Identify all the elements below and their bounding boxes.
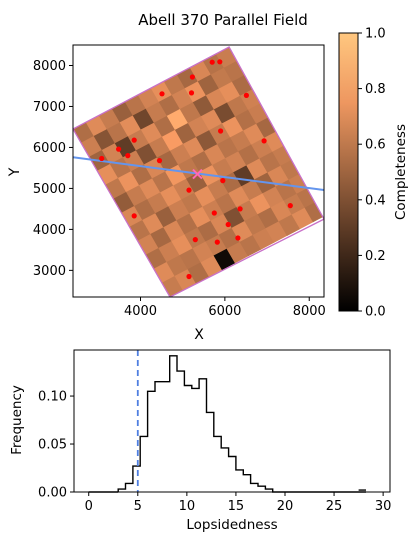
galaxy-point bbox=[235, 235, 241, 241]
bottom-x-tick-label: 15 bbox=[228, 499, 245, 514]
top-y-tick-label: 3000 bbox=[33, 264, 66, 279]
galaxy-point bbox=[192, 237, 198, 243]
bottom-y-tick-label: 0.00 bbox=[38, 486, 67, 501]
top-axes-frame bbox=[72, 44, 325, 298]
bottom-x-tick-label: 30 bbox=[375, 499, 392, 514]
galaxy-point bbox=[211, 210, 217, 216]
galaxy-point bbox=[159, 91, 165, 97]
galaxy-point bbox=[209, 59, 215, 65]
colorbar bbox=[338, 32, 359, 312]
bottom-x-tick-label: 10 bbox=[179, 499, 196, 514]
bottom-y-axis-label: Frequency bbox=[9, 385, 25, 455]
lopsidedness-histogram bbox=[88, 350, 366, 493]
galaxy-point bbox=[186, 187, 192, 193]
colorbar-tick-label: 0.2 bbox=[365, 249, 386, 264]
galaxy-point bbox=[186, 273, 192, 280]
top-x-tick-label: 6000 bbox=[208, 304, 241, 319]
colorbar-tick-label: 0.6 bbox=[365, 138, 386, 153]
galaxy-point bbox=[125, 153, 131, 159]
top-y-tick-label: 6000 bbox=[33, 141, 66, 156]
colorbar-tick-label: 0.8 bbox=[365, 82, 386, 97]
galaxy-point bbox=[261, 138, 267, 144]
top-y-axis-label: Y bbox=[7, 167, 23, 177]
completeness-heatmap bbox=[73, 46, 324, 297]
bottom-x-tick-label: 20 bbox=[277, 499, 294, 514]
top-x-tick-label: 4000 bbox=[124, 304, 157, 319]
center-marker bbox=[192, 168, 203, 180]
field-outline bbox=[73, 46, 324, 297]
galaxy-point bbox=[99, 155, 105, 162]
chart-title: Abell 370 Parallel Field bbox=[138, 11, 308, 29]
galaxy-point bbox=[188, 90, 195, 96]
top-y-tick-label: 7000 bbox=[33, 100, 66, 115]
galaxy-point bbox=[189, 74, 195, 80]
galaxy-point bbox=[225, 221, 231, 228]
colorbar-label: Completeness bbox=[393, 124, 409, 220]
colorbar-tick-label: 0.0 bbox=[365, 305, 386, 320]
top-y-tick-label: 4000 bbox=[33, 223, 66, 238]
galaxy-point bbox=[156, 158, 163, 164]
galaxy-point bbox=[116, 146, 122, 152]
galaxy-point bbox=[131, 137, 137, 143]
bottom-x-tick-label: 0 bbox=[85, 499, 93, 514]
top-y-tick-label: 8000 bbox=[33, 59, 66, 74]
galaxy-point bbox=[220, 178, 226, 184]
galaxy-point bbox=[243, 92, 249, 98]
top-x-axis-label: X bbox=[194, 327, 204, 343]
colorbar-tick-label: 0.4 bbox=[365, 193, 386, 208]
bottom-x-tick-label: 5 bbox=[134, 499, 142, 514]
galaxy-point bbox=[218, 128, 224, 134]
galaxy-point bbox=[287, 203, 293, 209]
top-x-tick-label: 8000 bbox=[293, 304, 326, 319]
bottom-x-tick-label: 25 bbox=[326, 499, 343, 514]
bottom-axes-frame bbox=[73, 349, 391, 493]
galaxy-point bbox=[131, 213, 137, 219]
top-y-tick-label: 5000 bbox=[33, 182, 66, 197]
bottom-y-tick-label: 0.10 bbox=[38, 390, 67, 405]
galaxy-point bbox=[214, 239, 220, 245]
galaxy-point bbox=[217, 59, 223, 65]
galaxy-point bbox=[237, 206, 243, 212]
colorbar-tick-label: 1.0 bbox=[365, 27, 386, 42]
bottom-x-axis-label: Lopsidedness bbox=[186, 517, 277, 533]
bottom-y-tick-label: 0.05 bbox=[38, 438, 67, 453]
